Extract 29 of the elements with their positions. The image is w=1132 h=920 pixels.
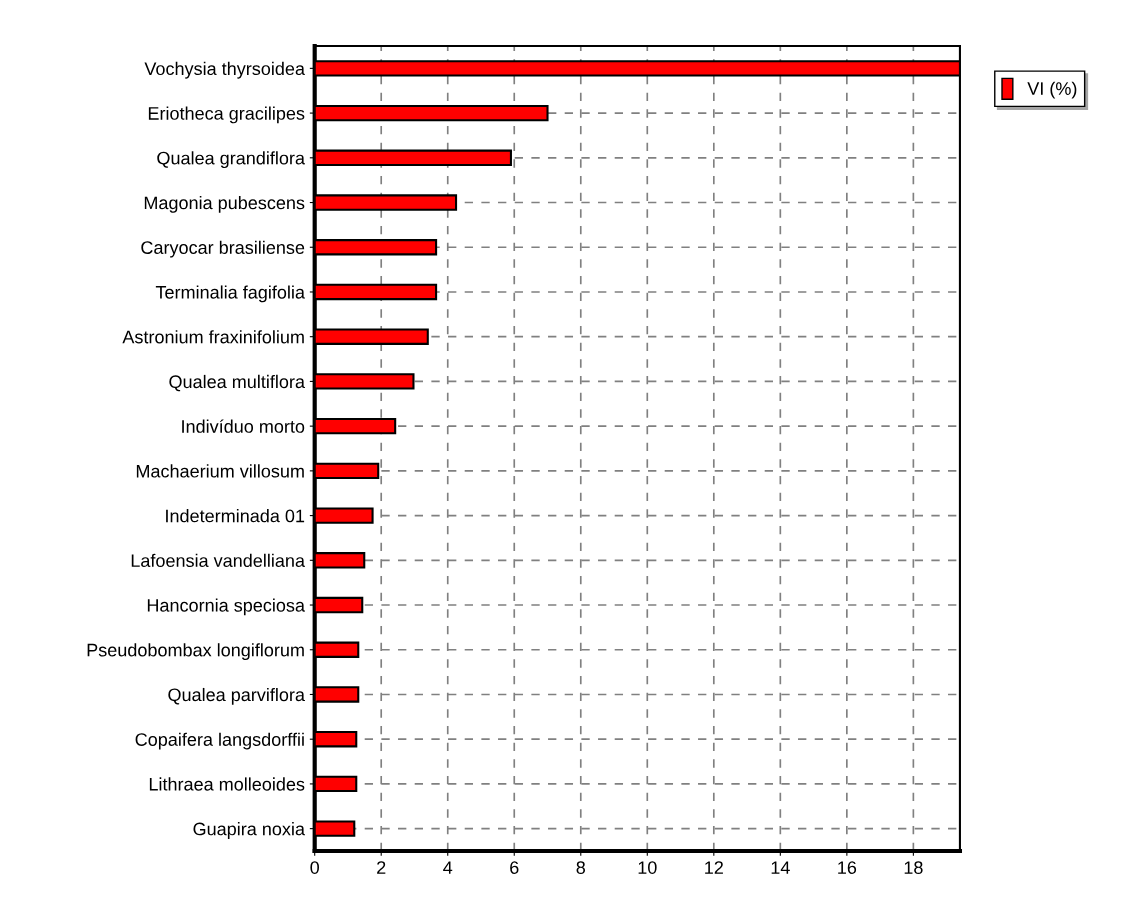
y-tick-label: Indeterminada 01 [166,509,305,523]
x-tick-label: 4 [443,861,453,874]
y-tick-label: Vochysia thyrsoidea [144,61,305,79]
y-tick-label: Hancornia speciosa [147,598,305,616]
x-tick-label: 10 [638,861,657,874]
y-tick-label: Qualea parviflora [168,687,305,705]
y-tick-label: Lafoensia vandelliana [131,553,305,568]
y-tick-label: Machaerium villosum [136,464,304,478]
y-tick-label: Magonia pubescens [144,195,305,213]
x-tick-label: 12 [705,861,723,874]
y-tick-label: Qualea multiflora [169,374,305,392]
x-tick-label: 2 [377,861,386,874]
y-tick-label: Astronium fraxinifolium [122,330,304,344]
y-tick-label: Terminalia fagifolia [155,285,305,303]
x-tick-label: 18 [904,861,923,874]
y-tick-label: Lithraea molleoides [149,777,305,791]
y-tick-label: Copaifera langsdorffii [135,732,304,750]
y-tick-label: Guapira noxia [193,822,305,839]
y-tick-label: Indivíduo morto [182,419,305,433]
legend-label: VI (%) [1027,81,1077,99]
x-tick-label: 16 [838,861,857,874]
x-tick-label: 8 [576,861,586,874]
x-tick-label: 6 [510,861,519,874]
y-tick-label: Caryocar brasiliense [141,240,305,258]
y-tick-label: Qualea grandiflora [157,151,305,169]
y-tick-label: Eriotheca gracilipes [148,106,305,124]
y-tick-label: Pseudobombax longiflorum [87,643,304,661]
x-tick-label: 14 [771,861,790,874]
x-tick-label: 0 [310,861,320,874]
